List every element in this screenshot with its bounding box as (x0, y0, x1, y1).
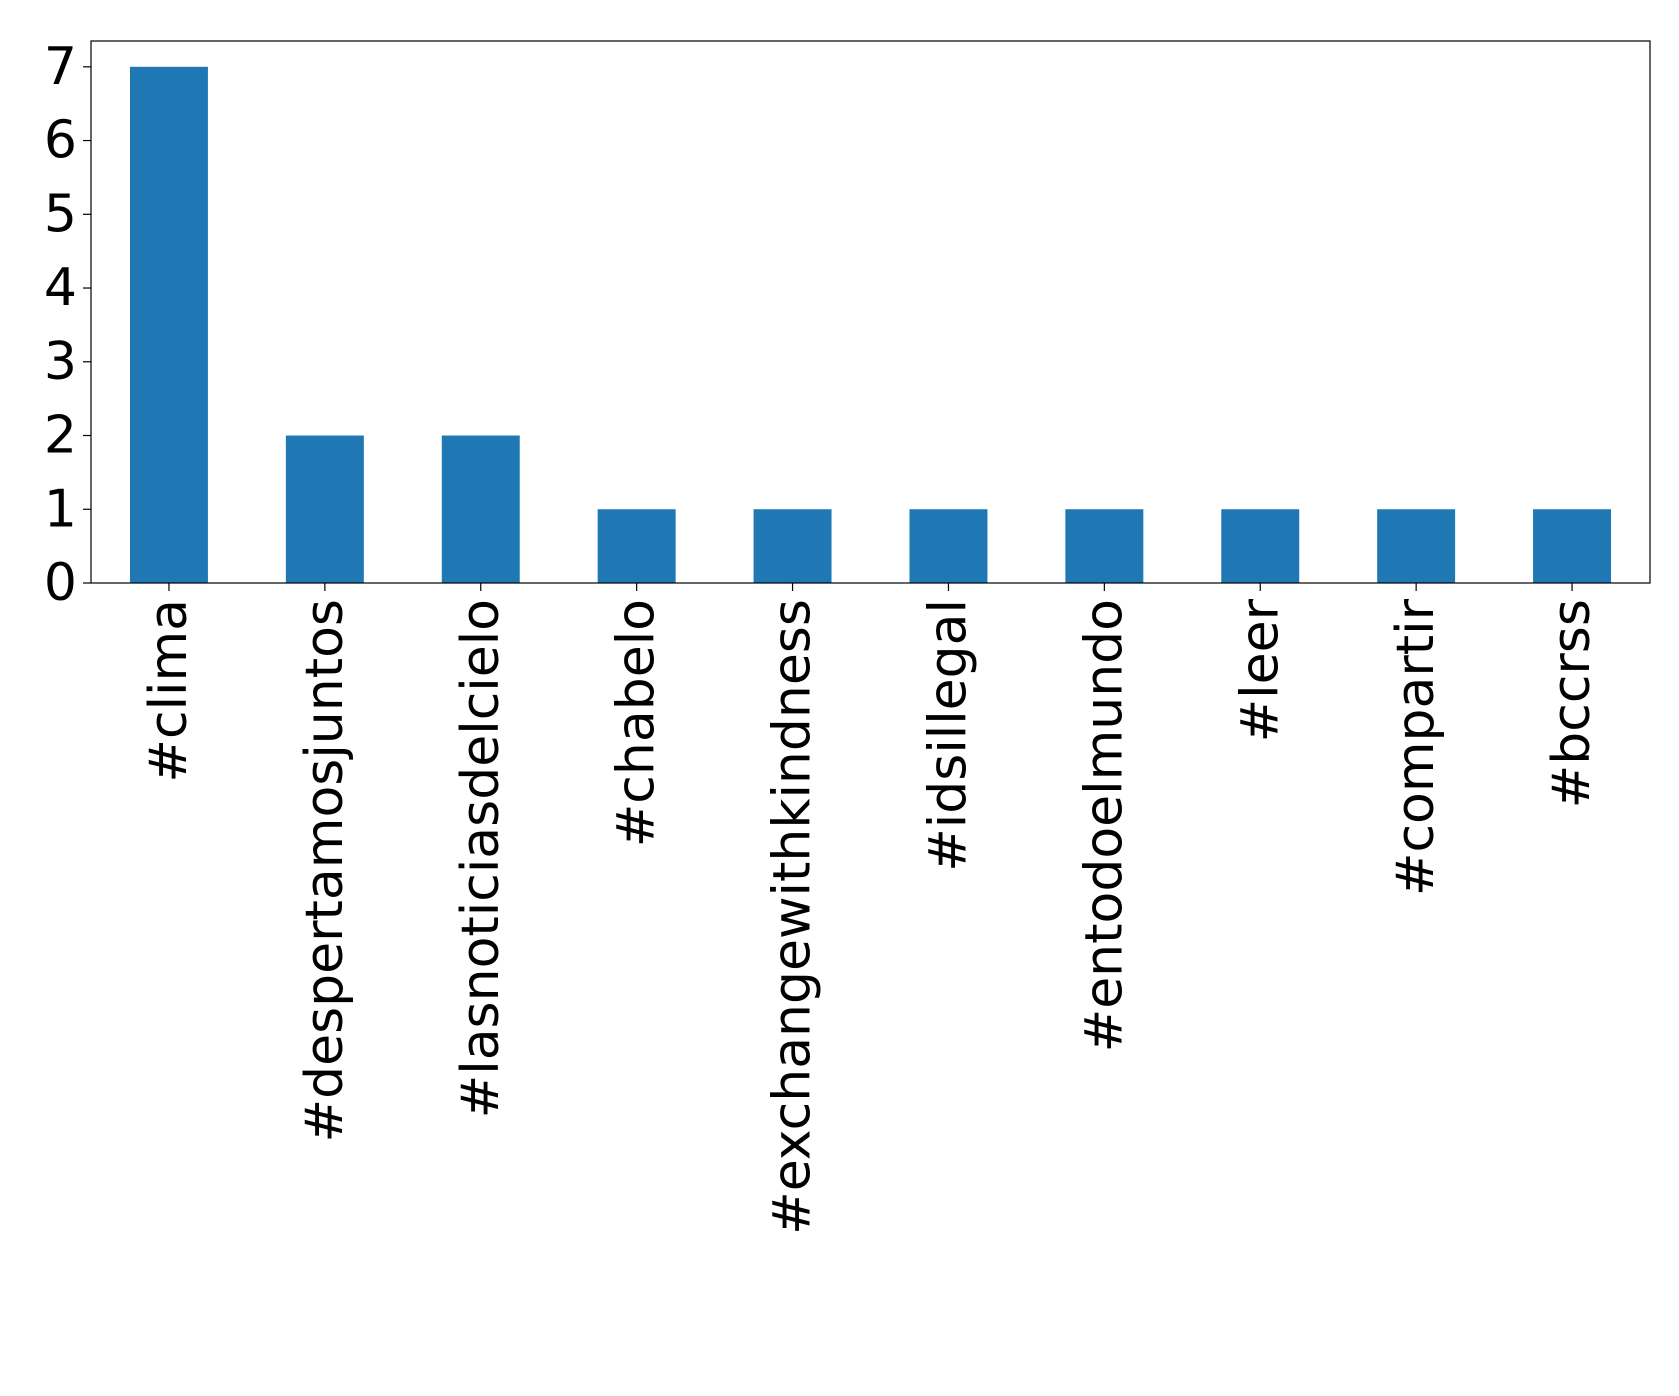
bar-leer (1221, 509, 1300, 583)
bar-lasnoticiasdelcielo (441, 435, 520, 583)
y-tick-label: 5 (44, 184, 77, 244)
y-tick-label: 1 (44, 479, 77, 539)
x-tick-label-exchangewithkindness: #exchangewithkindness (763, 599, 823, 1235)
bar-idsillegal (909, 509, 988, 583)
x-tick-label-compartir: #compartir (1386, 598, 1446, 896)
x-tick-label-lasnoticiasdelcielo: #lasnoticiasdelcielo (451, 599, 511, 1118)
bar-bccrss (1533, 509, 1612, 583)
bar-exchangewithkindness (753, 509, 832, 583)
x-tick-label-chabelo: #chabelo (607, 599, 667, 847)
plot-frame (90, 40, 1651, 584)
bar-compartir (1377, 509, 1456, 583)
bars-layer (129, 66, 1612, 584)
x-tick-label-idsillegal: #idsillegal (918, 599, 978, 872)
y-tick-label: 0 (44, 553, 77, 613)
y-tick-label: 3 (44, 332, 77, 392)
bar-clima (129, 66, 208, 584)
y-tick-label: 4 (44, 258, 77, 318)
y-axis-ticks: 0 1 2 3 4 5 6 7 (44, 37, 91, 613)
bar-chabelo (597, 509, 676, 583)
axes-layer (90, 40, 1651, 584)
x-tick-label-clima: #clima (139, 599, 199, 783)
x-axis-ticks: #clima #despertamosjuntos #lasnoticiasdelc… (139, 583, 1602, 1235)
y-tick-label: 7 (44, 37, 77, 97)
x-tick-label-leer: #leer (1230, 598, 1290, 742)
x-tick-label-despertamosjuntos: #despertamosjuntos (295, 599, 355, 1143)
y-tick-label: 2 (44, 406, 77, 466)
bar-despertamosjuntos (285, 435, 364, 583)
x-tick-label-bccrss: #bccrss (1542, 599, 1602, 808)
x-tick-label-entodoelmundo: #entodoelmundo (1074, 599, 1134, 1052)
bar-entodoelmundo (1065, 509, 1144, 583)
y-tick-label: 6 (44, 111, 77, 171)
